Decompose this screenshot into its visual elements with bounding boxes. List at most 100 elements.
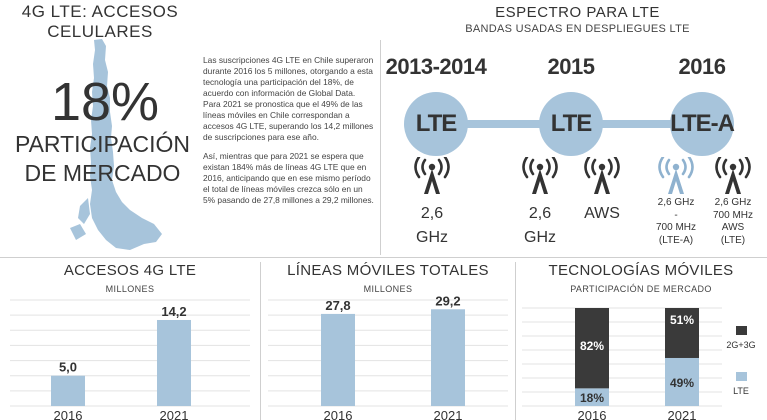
tower-mast: [725, 169, 741, 194]
data-label-2G+3G-2016: 82%: [580, 339, 604, 353]
tower-mast: [594, 169, 610, 194]
data-label-2016: 27,8: [325, 298, 350, 313]
signal-wave-right-inner: [437, 158, 443, 176]
signal-wave-left-outer: [658, 157, 665, 179]
signal-wave-right-outer: [744, 157, 751, 179]
bar-2016: [321, 313, 355, 406]
x-tick-label-2021: 2021: [160, 408, 189, 420]
bar-2G+3G-2016: [575, 308, 609, 389]
bar-2016: [51, 375, 85, 406]
x-tick-label-2021: 2021: [434, 408, 463, 420]
tower-top: [536, 163, 544, 171]
tower-mast: [424, 169, 440, 194]
body-paragraph-2: Así, mientras que para 2021 se espera qu…: [203, 151, 374, 205]
data-label-2021: 29,2: [435, 293, 460, 308]
band-label-4-line-1: 2,6 GHz: [657, 197, 695, 208]
chart-3-subtitle: PARTICIPACIÓN DE MERCADO: [570, 284, 712, 294]
signal-wave-left-outer: [584, 157, 591, 179]
signal-wave-right-outer: [551, 157, 558, 179]
top-divider-vertical: [380, 40, 381, 255]
band-label-5-line-3: AWS: [721, 222, 745, 233]
bar-2G+3G-2021: [665, 308, 699, 358]
signal-wave-left-inner: [665, 158, 671, 176]
band-label-2: 2,6 GHz: [524, 202, 556, 250]
band-label-1-line-2: GHz: [416, 229, 448, 246]
tower-top: [672, 163, 680, 171]
period-year-2: 2015: [547, 54, 595, 79]
signal-wave-right-outer: [687, 157, 694, 179]
antenna-tower-light-icon: [658, 157, 694, 194]
tower-mast: [532, 169, 548, 194]
signal-wave-left-outer: [522, 157, 529, 179]
bar-2021: [157, 319, 191, 406]
signal-wave-left-inner: [421, 158, 427, 176]
tech-circle-3: LTE-A: [670, 92, 735, 156]
data-label-LTE-2016: 18%: [580, 391, 604, 405]
signal-wave-right-outer: [613, 157, 620, 179]
signal-wave-right-inner: [738, 158, 744, 176]
data-label-LTE-2021: 49%: [670, 376, 694, 390]
signal-wave-left-inner: [529, 158, 535, 176]
market-share-value: 18%: [50, 72, 160, 132]
band-label-5-line-4: (LTE): [720, 234, 746, 246]
band-label-2-line-1: 2,6: [528, 205, 552, 222]
band-label-2-line-2: GHz: [524, 229, 556, 246]
band-label-3-line-1: AWS: [584, 205, 620, 222]
signal-wave-right-inner: [681, 158, 687, 176]
x-tick-label-2021: 2021: [668, 408, 697, 420]
data-label-2016: 5,0: [59, 360, 77, 375]
band-label-4-line-4: (LTE-A): [658, 234, 694, 246]
chart-lte-access: 5,0 2016 14,2 2021: [10, 299, 250, 420]
band-label-1: 2,6 GHz: [416, 202, 448, 250]
chart-3-title: TECNOLOGÍAS MÓVILES: [548, 262, 734, 279]
chart-2-subtitle: MILLONES: [363, 284, 413, 294]
chart-mobile-lines: 27,8 2016 29,2 2021: [268, 293, 508, 420]
x-tick-label-2016: 2016: [54, 408, 83, 420]
lte-access-title: 4G LTE: ACCESOS CELULARES: [21, 2, 179, 41]
tower-top: [428, 163, 436, 171]
band-label-3: AWS: [584, 202, 620, 226]
band-label-1-line-1: 2,6: [420, 205, 444, 222]
signal-wave-left-outer: [715, 157, 722, 179]
band-label-4-line-2: -: [674, 209, 678, 221]
signal-wave-left-inner: [722, 158, 728, 176]
band-label-4-line-3: 700 MHz: [655, 222, 697, 233]
bar-LTE-2016: [575, 388, 609, 406]
band-label-5-line-2: 700 MHz: [712, 209, 754, 221]
antenna-tower-icon: [715, 157, 751, 194]
tech-circle-1: LTE: [404, 92, 468, 156]
legend-swatch-2G+3G: [736, 326, 747, 335]
market-share-label: PARTICIPACIÓN DE MERCADO: [14, 131, 191, 186]
bar-2021: [431, 309, 465, 406]
tower-mast: [668, 169, 684, 194]
chart-1-subtitle: MILLONES: [105, 284, 155, 294]
legend-label-LTE: LTE: [733, 386, 749, 396]
legend-label-2G+3G: 2G+3G: [726, 340, 755, 350]
antenna-tower-icon: [522, 157, 558, 194]
chile-map-icon: [70, 39, 162, 250]
bottom-divider-1: [260, 262, 261, 420]
band-label-4: 2,6 GHz - 700 MHz (LTE-A): [656, 197, 696, 247]
chart-mobile-tech: 18% 82% 2016 49% 51% 2021 2G+3G LTE: [522, 307, 756, 420]
spectrum-title: ESPECTRO PARA LTE: [495, 4, 660, 21]
tech-circle-2: LTE: [539, 92, 603, 156]
data-label-2G+3G-2021: 51%: [670, 313, 694, 327]
bar-LTE-2021: [665, 357, 699, 406]
signal-wave-left-inner: [591, 158, 597, 176]
signal-wave-left-outer: [414, 157, 421, 179]
chart-1-title: ACCESOS 4G LTE: [63, 262, 197, 279]
signal-wave-right-outer: [443, 157, 450, 179]
signal-wave-right-inner: [607, 158, 613, 176]
bottom-divider-2: [515, 262, 516, 420]
x-tick-label-2016: 2016: [578, 408, 607, 420]
body-paragraph-1: Las suscripciones 4G LTE en Chile supera…: [203, 55, 374, 142]
band-label-5: 2,6 GHz 700 MHz AWS (LTE): [713, 197, 753, 247]
lte-access-body: Las suscripciones 4G LTE en Chile supera…: [203, 55, 375, 214]
antenna-tower-icon: [584, 157, 620, 194]
data-label-2021: 14,2: [161, 304, 186, 319]
antenna-tower-icon: [414, 157, 450, 194]
period-year-1: 2013-2014: [385, 54, 487, 79]
legend-swatch-LTE: [736, 372, 747, 381]
tower-top: [598, 163, 606, 171]
section-divider-horizontal: [0, 257, 767, 258]
